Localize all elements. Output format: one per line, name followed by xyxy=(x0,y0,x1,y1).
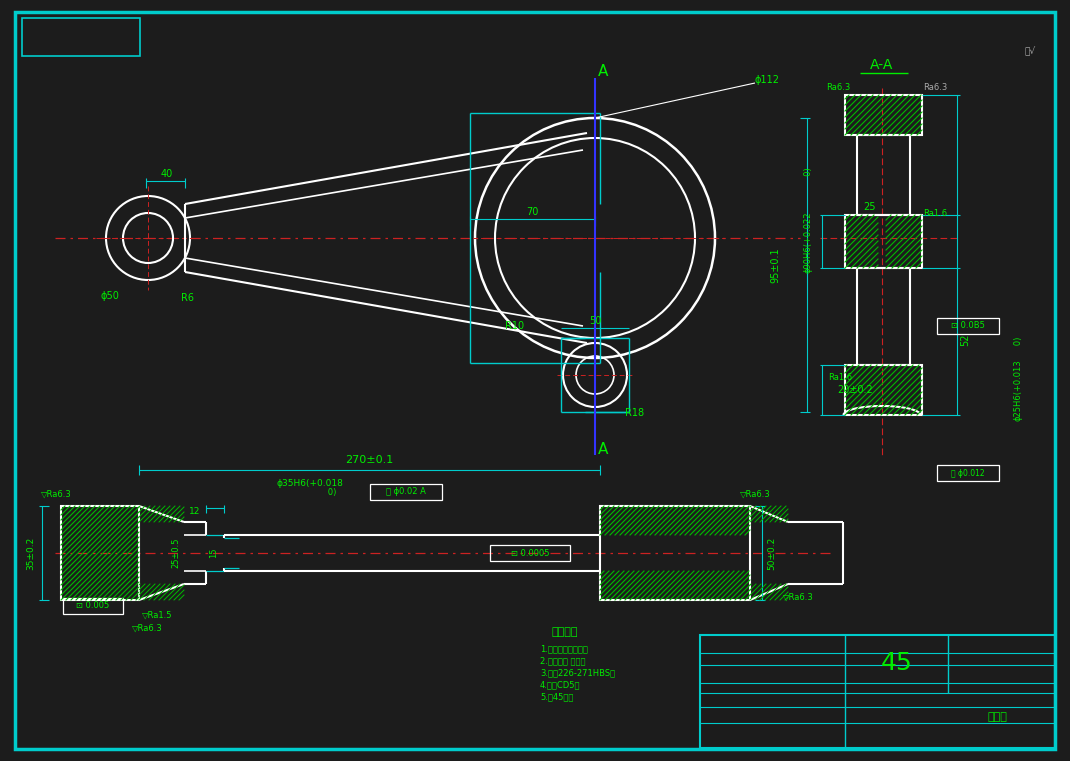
Text: 40: 40 xyxy=(160,169,172,179)
Bar xyxy=(845,215,922,268)
Bar xyxy=(63,598,123,614)
Text: 2.铸件精度 粗糙度: 2.铸件精度 粗糙度 xyxy=(540,657,585,666)
Text: 1.铸造材料牌号了；: 1.铸造材料牌号了； xyxy=(540,645,587,654)
Bar xyxy=(600,506,750,600)
Text: ⊡ 0.0005: ⊡ 0.0005 xyxy=(510,549,549,558)
Bar xyxy=(700,635,1055,748)
Text: Ra6.3: Ra6.3 xyxy=(826,84,851,93)
Text: 5.硬45化。: 5.硬45化。 xyxy=(540,693,574,702)
Bar xyxy=(61,506,139,600)
Bar xyxy=(22,18,140,56)
Text: 45: 45 xyxy=(881,651,913,675)
Bar xyxy=(490,545,570,561)
Bar xyxy=(845,365,922,415)
Text: 20±0.2: 20±0.2 xyxy=(837,385,873,395)
Text: ϕ90H6(+0.022: ϕ90H6(+0.022 xyxy=(804,212,812,272)
Text: Ra1.6: Ra1.6 xyxy=(923,209,947,218)
Text: Ra6.3: Ra6.3 xyxy=(922,84,947,93)
Text: 25: 25 xyxy=(863,202,876,212)
Text: ▽Ra6.3: ▽Ra6.3 xyxy=(739,489,770,498)
Text: 4.铸件CD5；: 4.铸件CD5； xyxy=(540,680,581,689)
Bar xyxy=(845,95,922,135)
Text: 15: 15 xyxy=(210,548,218,559)
Text: 技术要求: 技术要求 xyxy=(552,627,578,637)
Text: ⫦ ϕ0.012: ⫦ ϕ0.012 xyxy=(951,469,984,477)
Text: ϕ112: ϕ112 xyxy=(754,75,780,85)
Text: 270±0.1: 270±0.1 xyxy=(346,455,394,465)
Text: ⊡ 0.005: ⊡ 0.005 xyxy=(76,601,109,610)
Text: ⫦ ϕ0.02 A: ⫦ ϕ0.02 A xyxy=(386,488,426,496)
Text: 52: 52 xyxy=(960,334,970,346)
Text: ▽Ra6.3: ▽Ra6.3 xyxy=(41,489,72,498)
Text: A-A: A-A xyxy=(870,58,893,72)
Bar xyxy=(370,484,442,500)
Text: ▽Ra1.5: ▽Ra1.5 xyxy=(141,610,172,619)
Text: A: A xyxy=(598,442,608,457)
Text: ▽Ra6.3: ▽Ra6.3 xyxy=(782,593,813,601)
Text: ϕ25H6(+0.013: ϕ25H6(+0.013 xyxy=(1013,359,1023,421)
Text: 70: 70 xyxy=(526,207,538,217)
Text: 35±0.2: 35±0.2 xyxy=(27,537,35,570)
Text: 0): 0) xyxy=(1013,336,1023,374)
Text: 缩√: 缩√ xyxy=(1024,47,1036,56)
Text: 25±0.5: 25±0.5 xyxy=(171,538,181,568)
Text: 50±0.2: 50±0.2 xyxy=(767,537,777,570)
Text: R10: R10 xyxy=(505,321,524,331)
Bar xyxy=(937,318,999,334)
Text: R6: R6 xyxy=(182,293,195,303)
Bar xyxy=(937,465,999,481)
Text: ▽Ra6.3: ▽Ra6.3 xyxy=(132,623,163,632)
Text: ⊡ 0.0B5: ⊡ 0.0B5 xyxy=(951,321,985,330)
Text: 12: 12 xyxy=(189,507,201,515)
Text: Ra1.6: Ra1.6 xyxy=(828,374,852,383)
Text: 0): 0) xyxy=(804,167,812,202)
Text: ϕ50: ϕ50 xyxy=(101,291,120,301)
Text: 95±0.1: 95±0.1 xyxy=(770,247,780,283)
Bar xyxy=(857,268,910,365)
Text: 3.刮削226-271HBS。: 3.刮削226-271HBS。 xyxy=(540,668,615,677)
Text: R18: R18 xyxy=(626,408,644,418)
Text: 0): 0) xyxy=(300,489,337,498)
Bar xyxy=(857,135,910,215)
Text: A: A xyxy=(598,65,608,79)
Text: 三孔杆: 三孔杆 xyxy=(987,712,1007,722)
Text: ϕ35H6(+0.018: ϕ35H6(+0.018 xyxy=(276,479,343,488)
Text: 50: 50 xyxy=(588,316,601,326)
